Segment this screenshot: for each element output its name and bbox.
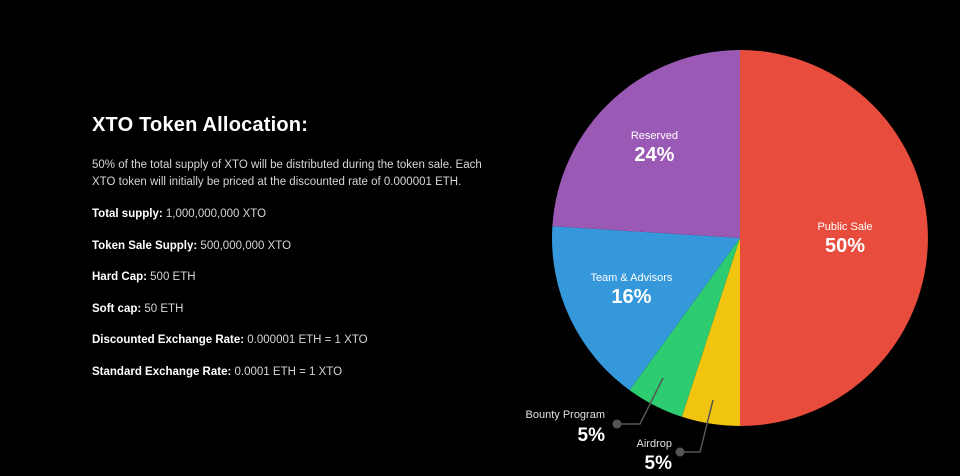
slice-label-public-sale: Public Sale	[817, 221, 872, 233]
stat-value: 50 ETH	[141, 302, 184, 315]
slice-value-public-sale: 50%	[825, 235, 865, 257]
leader-line-bounty-program	[617, 377, 664, 425]
stat-value: 1,000,000,000 XTO	[162, 208, 267, 220]
stat-total-supply: Total supply: 1,000,000,000 XTO	[92, 208, 492, 223]
stat-label: Total supply:	[92, 208, 163, 220]
stat-label: Token Sale Supply:	[92, 239, 198, 252]
pie-slice-team-advisors	[551, 226, 740, 391]
stat-discounted-rate: Discounted Exchange Rate: 0.000001 ETH =…	[92, 334, 492, 349]
page-title: XTO Token Allocation:	[92, 114, 309, 136]
stat-value: 0.000001 ETH = 1 XTO	[244, 334, 368, 346]
slice-value-reserved: 24%	[634, 144, 674, 166]
pie-slice-airdrop	[681, 238, 740, 426]
slice-label-airdrop: Airdrop	[637, 438, 672, 450]
stat-label: Hard Cap:	[92, 271, 147, 283]
stat-standard-rate: Standard Exchange Rate: 0.0001 ETH = 1 X…	[92, 366, 492, 381]
slice-label-team-advisors: Team & Advisors	[590, 272, 672, 284]
stat-token-sale-supply: Token Sale Supply: 500,000,000 XTO	[92, 240, 492, 255]
token-sale-description: 50% of the total supply of XTO will be d…	[92, 159, 482, 188]
slice-label-bounty-program: Bounty Program	[526, 409, 605, 421]
stat-value: 0.0001 ETH = 1 XTO	[231, 365, 343, 378]
slice-value-airdrop: 5%	[645, 453, 673, 474]
slice-value-team-advisors: 16%	[611, 286, 651, 308]
leader-line-airdrop	[680, 399, 714, 453]
pie-slice-reserved	[552, 50, 740, 238]
token-info-panel: XTO Token Allocation: 50% of the total s…	[92, 114, 492, 397]
pie-slice-bounty-program	[629, 238, 740, 417]
stat-hard-cap: Hard Cap: 500 ETH	[92, 271, 492, 286]
stat-label: Standard Exchange Rate:	[92, 365, 232, 378]
stat-value: 500 ETH	[146, 271, 196, 283]
slice-label-reserved: Reserved	[631, 130, 678, 142]
stat-label: Soft cap:	[92, 302, 142, 315]
stat-value: 500,000,000 XTO	[197, 239, 292, 252]
stat-soft-cap: Soft cap: 50 ETH	[92, 303, 492, 318]
slice-value-bounty-program: 5%	[578, 425, 606, 446]
leader-dot-bounty-program	[612, 419, 622, 429]
pie-slice-public-sale	[740, 50, 928, 426]
stat-label: Discounted Exchange Rate:	[92, 334, 245, 346]
leader-dot-airdrop	[675, 447, 685, 457]
